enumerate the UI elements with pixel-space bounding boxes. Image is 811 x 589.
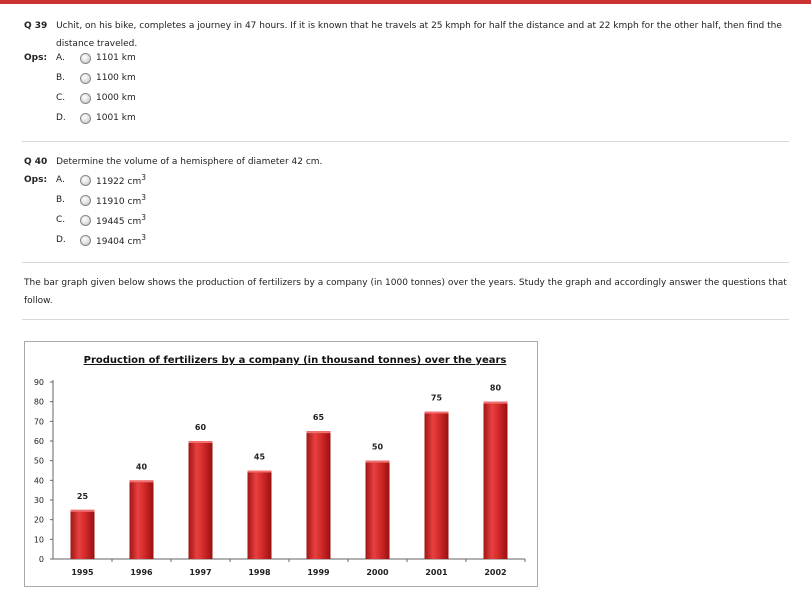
bar-top: [365, 460, 390, 463]
option-row-b[interactable]: B. 11910 cm3: [24, 191, 146, 209]
bar: [129, 480, 154, 559]
radio-button[interactable]: [80, 112, 91, 124]
data-label: 60: [195, 423, 207, 432]
bar: [424, 411, 449, 559]
option-letter: A.: [56, 175, 65, 185]
question-40: Q 40 Determine the volume of a hemispher…: [24, 153, 322, 171]
radio-button[interactable]: [80, 72, 91, 84]
option-text: 1100 km: [96, 73, 136, 83]
question-text: Determine the volume of a hemisphere of …: [56, 157, 323, 167]
option-row-d[interactable]: D. 1001 km: [24, 109, 136, 127]
y-tick-label: 0: [39, 555, 44, 564]
passage-text: The bar graph given below shows the prod…: [24, 278, 787, 306]
option-text: 1001 km: [96, 113, 136, 123]
bar-top: [483, 401, 508, 404]
y-tick-label: 60: [34, 437, 44, 446]
bar-top: [129, 480, 154, 483]
option-letter: A.: [56, 53, 65, 63]
data-label: 40: [136, 462, 148, 471]
bar-chart: Production of fertilizers by a company (…: [24, 341, 538, 587]
bar: [365, 460, 390, 559]
option-text: 19404 cm3: [96, 233, 146, 247]
y-tick-label: 90: [34, 378, 44, 387]
question-number: Q 40: [24, 157, 48, 167]
option-row-c[interactable]: C. 19445 cm3: [24, 211, 146, 229]
x-tick-label: 1996: [130, 568, 153, 577]
data-label: 80: [490, 384, 502, 393]
radio-button[interactable]: [80, 194, 91, 206]
bar: [483, 401, 508, 559]
superscript: 3: [141, 193, 146, 202]
option-text: 11910 cm3: [96, 193, 146, 207]
radio-button[interactable]: [80, 52, 91, 64]
bar-top: [424, 411, 449, 414]
superscript: 3: [141, 233, 146, 242]
data-label: 25: [77, 492, 89, 501]
x-tick-label: 1998: [248, 568, 271, 577]
bar: [247, 470, 272, 559]
option-row-b[interactable]: B. 1100 km: [24, 69, 136, 87]
question-text: Uchit, on his bike, completes a journey …: [56, 21, 782, 31]
option-row-a[interactable]: Ops: A. 1101 km: [24, 49, 136, 67]
y-tick-label: 30: [34, 496, 44, 505]
bar-top: [188, 441, 213, 443]
radio-button[interactable]: [80, 214, 91, 226]
x-tick-label: 2000: [366, 568, 389, 577]
option-text: 19445 cm3: [96, 213, 146, 227]
data-label: 50: [372, 443, 384, 452]
y-tick-label: 50: [34, 457, 44, 466]
y-tick-label: 20: [34, 516, 44, 525]
option-text: 11922 cm3: [96, 173, 146, 187]
option-row-a[interactable]: Ops: A. 11922 cm3: [24, 171, 146, 189]
ops-label: Ops:: [24, 53, 48, 63]
radio-button[interactable]: [80, 234, 91, 246]
question-number: Q 39: [24, 21, 48, 31]
chart-svg: Production of fertilizers by a company (…: [34, 355, 526, 577]
x-tick-label: 2001: [425, 568, 448, 577]
data-label: 75: [431, 394, 443, 403]
option-letter: B.: [56, 73, 66, 83]
option-letter: C.: [56, 93, 66, 103]
bar: [188, 441, 213, 559]
bar-top: [247, 470, 272, 473]
superscript: 3: [141, 213, 146, 222]
question-39: Q 39 Uchit, on his bike, completes a jou…: [24, 17, 794, 35]
option-text: 1000 km: [96, 93, 136, 103]
divider: [22, 141, 789, 142]
radio-button[interactable]: [80, 92, 91, 104]
data-label: 65: [313, 413, 325, 422]
ops-label: Ops:: [24, 175, 48, 185]
x-tick-label: 1995: [71, 568, 94, 577]
x-tick-label: 1997: [189, 568, 211, 577]
bar: [306, 431, 331, 559]
divider: [22, 262, 789, 263]
data-label: 45: [254, 453, 266, 462]
option-letter: C.: [56, 215, 66, 225]
x-tick-label: 1999: [307, 568, 330, 577]
y-tick-label: 10: [34, 535, 44, 544]
radio-button[interactable]: [80, 174, 91, 186]
top-accent-bar: [0, 0, 811, 4]
chart-title: Production of fertilizers by a company (…: [84, 355, 507, 366]
superscript: 3: [141, 173, 146, 182]
option-letter: B.: [56, 195, 66, 205]
bar: [70, 509, 95, 559]
y-tick-label: 70: [34, 417, 44, 426]
option-text: 1101 km: [96, 53, 136, 63]
bar-top: [70, 509, 95, 512]
y-tick-label: 40: [34, 476, 44, 485]
option-letter: D.: [56, 113, 66, 123]
bar-top: [306, 431, 331, 434]
option-row-c[interactable]: C. 1000 km: [24, 89, 136, 107]
question-39-text-cont: distance traveled.: [56, 39, 138, 49]
divider: [22, 319, 789, 320]
y-tick-label: 80: [34, 398, 44, 407]
option-row-d[interactable]: D. 19404 cm3: [24, 231, 146, 249]
x-tick-label: 2002: [484, 568, 506, 577]
option-letter: D.: [56, 235, 66, 245]
